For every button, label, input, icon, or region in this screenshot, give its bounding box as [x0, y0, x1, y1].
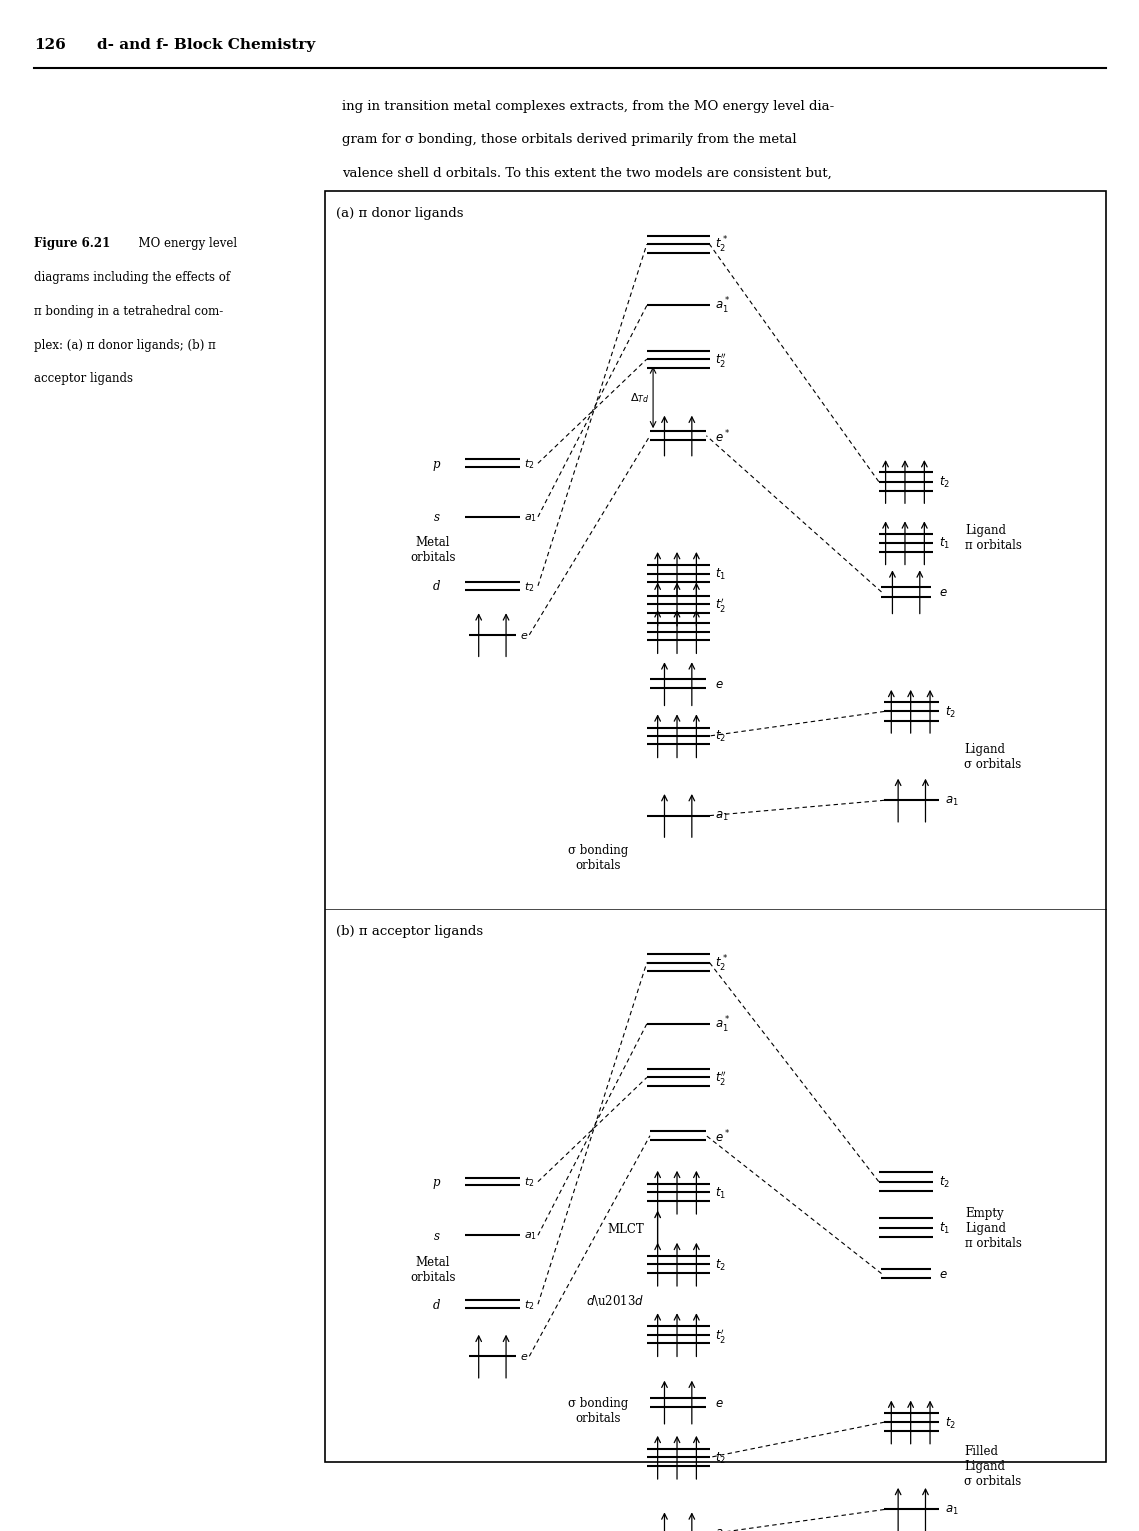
Text: gram for σ bonding, those orbitals derived primarily from the metal: gram for σ bonding, those orbitals deriv…: [342, 133, 796, 145]
Text: $t_2''$: $t_2''$: [715, 351, 727, 369]
Text: $\Delta_{Td}$: $\Delta_{Td}$: [630, 390, 649, 406]
Text: $t_2^*$: $t_2^*$: [715, 952, 728, 974]
Text: (b) π acceptor ligands: (b) π acceptor ligands: [336, 925, 483, 937]
Text: s: s: [434, 1229, 440, 1242]
Text: $e$: $e$: [715, 1396, 723, 1409]
Text: ing in transition metal complexes extracts, from the MO energy level dia-: ing in transition metal complexes extrac…: [342, 100, 834, 112]
Text: $t_2$: $t_2$: [524, 1174, 534, 1188]
Text: $t_2$: $t_2$: [939, 1174, 950, 1190]
Text: Ligand
σ orbitals: Ligand σ orbitals: [964, 743, 1021, 770]
Text: $e^*$: $e^*$: [715, 1128, 730, 1144]
Text: $t_2$: $t_2$: [939, 475, 950, 490]
Text: diagrams including the effects of: diagrams including the effects of: [34, 271, 230, 283]
Text: valence shell d orbitals. To this extent the two models are consistent but,: valence shell d orbitals. To this extent…: [342, 167, 831, 179]
Text: $t_2''$: $t_2''$: [715, 1069, 727, 1087]
Text: Figure 6.21: Figure 6.21: [34, 237, 110, 250]
Text: $t_1$: $t_1$: [939, 1220, 950, 1236]
Text: $t_2$: $t_2$: [715, 729, 726, 744]
Text: MO energy level: MO energy level: [131, 237, 237, 250]
Text: $e$: $e$: [715, 678, 723, 690]
Text: Filled
Ligand
σ orbitals: Filled Ligand σ orbitals: [964, 1444, 1021, 1487]
Text: $a_1$: $a_1$: [524, 511, 536, 524]
Text: $a_1$: $a_1$: [715, 810, 729, 822]
Text: 126: 126: [34, 38, 66, 52]
Text: $a_1^*$: $a_1^*$: [715, 295, 730, 317]
Text: $t_2$: $t_2$: [944, 1415, 956, 1430]
Text: $e$: $e$: [939, 1268, 948, 1280]
Text: $t_2^*$: $t_2^*$: [715, 234, 728, 256]
Text: $t_2$: $t_2$: [715, 1257, 726, 1272]
Text: $a_1$: $a_1$: [944, 1503, 958, 1516]
Text: $e$: $e$: [939, 586, 948, 599]
Text: $t_2'$: $t_2'$: [715, 1326, 726, 1344]
Text: p: p: [432, 458, 440, 470]
Text: $t_2$: $t_2$: [524, 1297, 534, 1311]
Text: $t_2$: $t_2$: [524, 579, 534, 594]
Text: $t_2$: $t_2$: [715, 1450, 726, 1465]
Text: $d$\u2013$d$: $d$\u2013$d$: [585, 1292, 644, 1307]
Text: σ bonding
orbitals: σ bonding orbitals: [568, 1396, 628, 1424]
Text: $t_2'$: $t_2'$: [715, 596, 726, 614]
Text: $a_1$: $a_1$: [944, 795, 958, 807]
Text: plex: (a) π donor ligands; (b) π: plex: (a) π donor ligands; (b) π: [34, 338, 215, 351]
Text: d: d: [432, 1298, 440, 1311]
Text: Metal
orbitals: Metal orbitals: [410, 1255, 456, 1283]
Text: s: s: [434, 511, 440, 524]
Text: Empty
Ligand
π orbitals: Empty Ligand π orbitals: [965, 1206, 1022, 1249]
Text: $t_2$: $t_2$: [524, 456, 534, 472]
Text: acceptor ligands: acceptor ligands: [34, 372, 133, 384]
Text: $t_1$: $t_1$: [715, 566, 726, 582]
Text: d: d: [432, 580, 440, 592]
Text: $e$: $e$: [519, 1352, 528, 1361]
Text: $t_2$: $t_2$: [944, 704, 956, 720]
Text: d- and f- Block Chemistry: d- and f- Block Chemistry: [97, 38, 314, 52]
Text: (a) π donor ligands: (a) π donor ligands: [336, 207, 464, 219]
Bar: [325, 191, 1105, 1462]
Text: p: p: [432, 1176, 440, 1188]
Text: Ligand
π orbitals: Ligand π orbitals: [965, 524, 1022, 551]
Text: $e$: $e$: [519, 631, 528, 640]
Text: σ bonding
orbitals: σ bonding orbitals: [568, 844, 628, 871]
Text: $a_1$: $a_1$: [715, 1528, 729, 1531]
Text: Metal
orbitals: Metal orbitals: [410, 536, 456, 563]
Text: $a_1^*$: $a_1^*$: [715, 1014, 730, 1035]
Text: $e^*$: $e^*$: [715, 429, 730, 444]
Text: π bonding in a tetrahedral com-: π bonding in a tetrahedral com-: [34, 305, 223, 317]
Text: $a_1$: $a_1$: [524, 1229, 536, 1242]
Text: $t_1$: $t_1$: [939, 536, 950, 551]
Text: $t_1$: $t_1$: [715, 1185, 726, 1200]
Text: MLCT: MLCT: [607, 1222, 644, 1236]
